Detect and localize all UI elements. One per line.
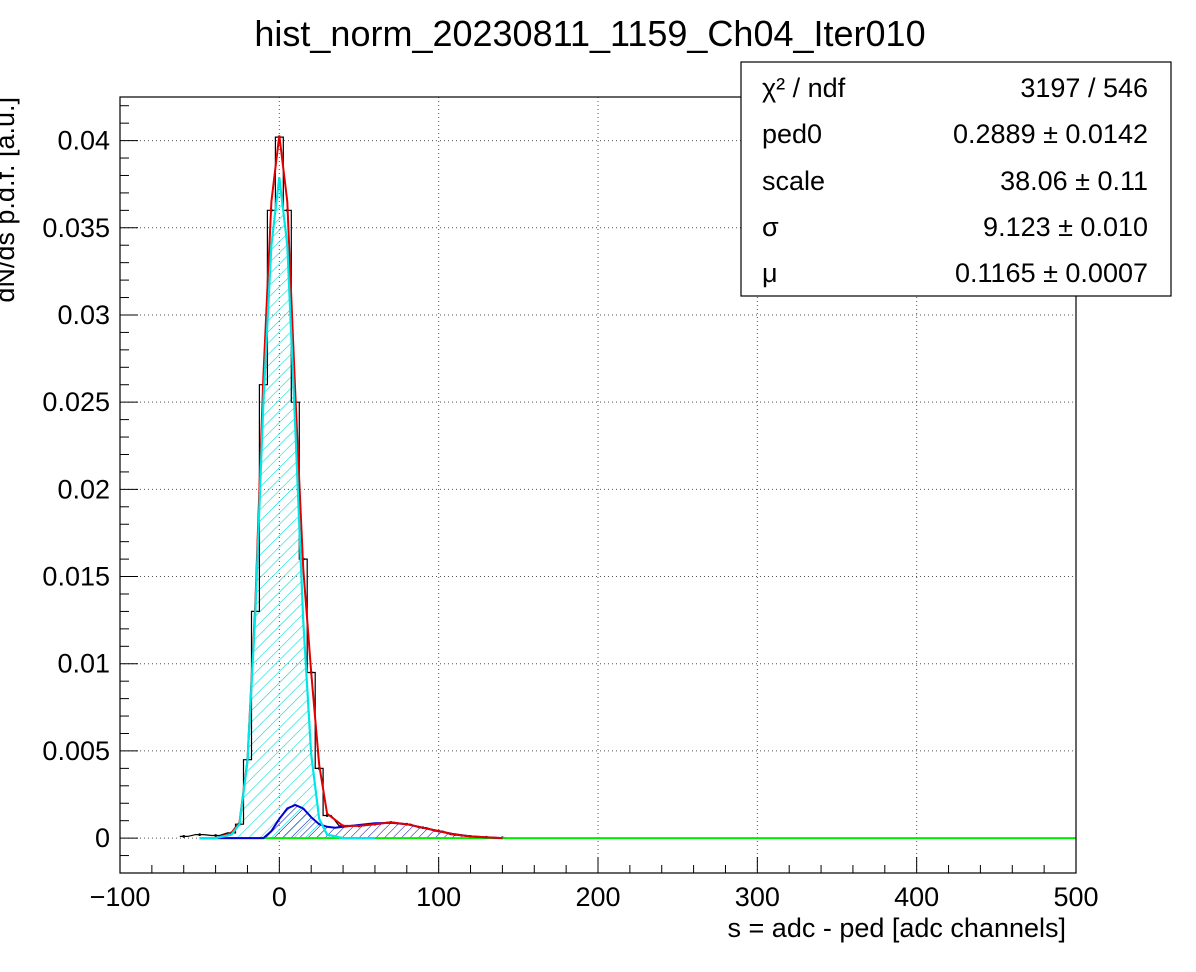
- stats-row-label: χ² / ndf: [762, 73, 846, 103]
- stats-row-value: 0.1165 ± 0.0007: [955, 258, 1148, 288]
- y-tick-label: 0: [95, 823, 110, 853]
- x-tick-label: −100: [90, 882, 151, 912]
- y-axis-label: dN/ds p.d.f. [a.u.]: [0, 97, 20, 303]
- y-tick-label: 0.03: [57, 300, 110, 330]
- y-tick-label: 0.02: [57, 474, 110, 504]
- y-tick-label: 0.005: [42, 736, 110, 766]
- y-axis: 0 0.005 0.01 0.015 0.02 0.025 0.03 0.035 0.04: [42, 105, 138, 874]
- signal-hatch-fill: [199, 805, 503, 839]
- y-tick-label: 0.025: [42, 387, 110, 417]
- stats-box: χ² / ndf 3197 / 546 ped0 0.2889 ± 0.0142 sca…: [740, 61, 1172, 297]
- x-tick-label: 100: [416, 882, 461, 912]
- stats-row-label: σ: [762, 212, 779, 242]
- y-tick-label: 0.04: [57, 126, 110, 156]
- stats-box-frame: [740, 61, 1172, 297]
- data-point: [182, 834, 186, 838]
- series-pedestal-component: [199, 177, 375, 840]
- stats-row-label: ped0: [762, 119, 822, 149]
- series-data-histogram: [179, 136, 507, 839]
- stats-row-label: scale: [762, 166, 825, 196]
- stats-row-label: μ: [762, 258, 778, 288]
- stats-row-value: 9.123 ± 0.010: [983, 212, 1148, 242]
- stats-row-value: 0.2889 ± 0.0142: [953, 119, 1148, 149]
- stats-row-value: 3197 / 546: [1020, 73, 1148, 103]
- plot-area: [179, 135, 1076, 840]
- data-point: [198, 833, 202, 837]
- x-tick-label: 0: [272, 882, 287, 912]
- data-point: [214, 834, 218, 837]
- x-tick-label: 400: [894, 882, 939, 912]
- x-axis: −100 0 100 200 300 400 500: [90, 857, 1099, 912]
- x-tick-label: 300: [735, 882, 780, 912]
- y-tick-label: 0.01: [57, 649, 110, 679]
- chart-title: hist_norm_20230811_1159_Ch04_Iter010: [254, 13, 925, 54]
- y-tick-label: 0.015: [42, 562, 110, 592]
- stats-row-value: 38.06 ± 0.11: [1000, 166, 1148, 196]
- x-tick-label: 200: [575, 882, 620, 912]
- x-tick-label: 500: [1053, 882, 1098, 912]
- y-tick-label: 0.035: [42, 213, 110, 243]
- x-axis-label: s = adc - ped [adc channels]: [728, 913, 1066, 943]
- pedestal-hatch-fill: [199, 177, 375, 839]
- series-total-fit: [199, 135, 503, 840]
